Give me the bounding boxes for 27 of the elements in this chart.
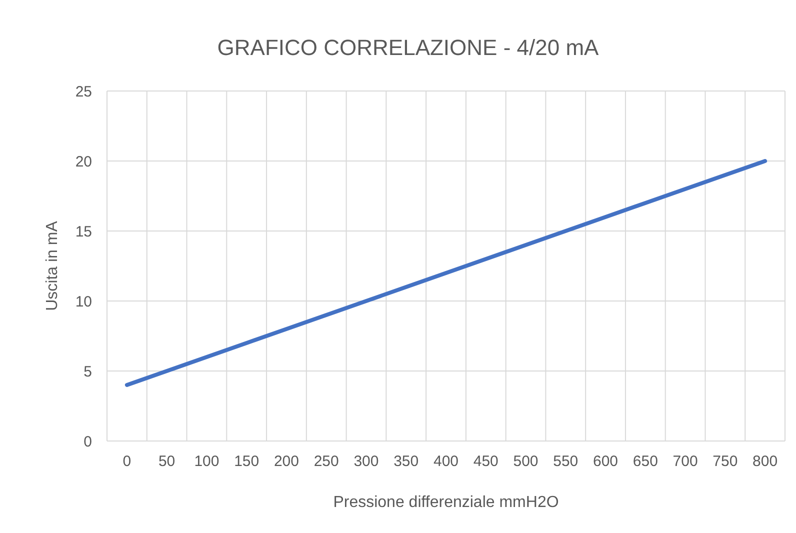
x-tick-label: 100 [194, 453, 220, 470]
x-tick-label: 650 [632, 453, 658, 470]
x-tick-label: 200 [274, 453, 299, 470]
y-axis-title: Uscita in mA [44, 220, 61, 311]
x-tick-label: 800 [752, 453, 778, 470]
x-tick-label: 750 [712, 453, 738, 470]
x-tick-label: 550 [553, 453, 578, 470]
x-tick-label: 300 [354, 453, 379, 470]
y-tick-label: 5 [84, 363, 92, 380]
x-tick-label: 250 [314, 453, 339, 470]
x-tick-label: 0 [122, 453, 132, 470]
x-axis-title: Pressione differenziale mmH2O [333, 494, 559, 511]
x-tick-label: 350 [394, 453, 419, 470]
x-tick-label: 400 [433, 453, 459, 470]
x-tick-label: 450 [473, 453, 498, 470]
x-tick-label: 50 [158, 453, 176, 470]
y-tick-label: 0 [84, 433, 92, 450]
x-tick-label: 500 [513, 453, 538, 470]
x-tick-label: 150 [234, 453, 260, 470]
line-series [124, 159, 768, 387]
y-tick-label: 15 [75, 223, 92, 240]
x-tick-label: 700 [672, 453, 698, 470]
y-tick-label: 20 [75, 153, 92, 170]
y-tick-label: 10 [75, 293, 92, 310]
x-tick-label: 600 [593, 453, 618, 470]
y-tick-label: 25 [75, 83, 92, 100]
chart-title: GRAFICO CORRELAZIONE - 4/20 mA [217, 35, 600, 60]
